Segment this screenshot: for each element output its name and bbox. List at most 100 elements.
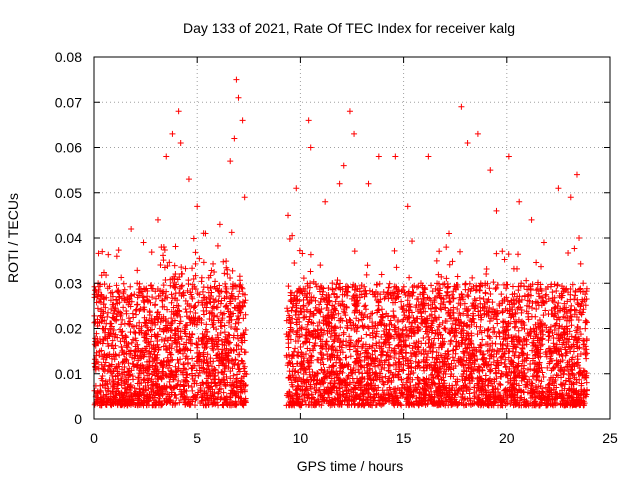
data-point xyxy=(550,299,557,306)
data-point xyxy=(178,264,185,271)
data-point xyxy=(559,387,566,394)
data-point xyxy=(241,299,248,306)
data-point xyxy=(553,287,560,294)
data-point xyxy=(471,319,478,326)
data-point xyxy=(330,347,337,354)
data-point xyxy=(328,330,335,337)
data-point xyxy=(510,369,517,376)
data-point xyxy=(94,305,101,312)
data-point xyxy=(483,307,490,314)
data-point xyxy=(575,362,582,369)
data-point xyxy=(578,300,585,307)
data-point xyxy=(551,294,558,301)
data-point xyxy=(174,325,181,332)
data-point xyxy=(208,340,215,347)
data-point xyxy=(352,342,359,349)
data-point xyxy=(329,286,336,293)
data-point xyxy=(307,374,314,381)
data-point xyxy=(543,291,550,298)
data-point xyxy=(306,366,313,373)
data-point xyxy=(370,377,377,384)
data-point xyxy=(374,297,381,304)
data-point xyxy=(300,302,307,309)
data-point xyxy=(421,286,428,293)
data-point xyxy=(123,310,130,317)
data-point xyxy=(390,401,397,408)
data-point xyxy=(430,374,437,381)
data-point xyxy=(370,358,377,365)
data-point xyxy=(167,351,174,358)
data-point xyxy=(162,276,169,283)
data-point xyxy=(344,402,351,409)
data-point xyxy=(431,394,438,401)
data-point xyxy=(546,332,553,339)
data-point xyxy=(160,282,167,289)
data-point xyxy=(192,249,199,256)
data-point xyxy=(119,328,126,335)
data-point xyxy=(125,341,132,348)
data-point xyxy=(486,285,493,292)
data-point xyxy=(323,397,330,404)
data-point xyxy=(373,342,380,349)
data-point xyxy=(545,381,552,388)
data-point xyxy=(503,327,510,334)
data-point xyxy=(391,335,398,342)
data-point xyxy=(100,356,107,363)
data-point xyxy=(565,250,572,257)
data-point xyxy=(505,368,512,375)
data-point xyxy=(173,383,180,390)
data-point xyxy=(520,350,527,357)
data-point xyxy=(310,320,317,327)
data-point xyxy=(583,296,590,303)
data-point xyxy=(194,344,201,351)
data-point xyxy=(532,398,539,405)
data-point xyxy=(399,327,406,334)
data-point xyxy=(101,295,108,302)
data-point xyxy=(524,292,531,299)
data-point xyxy=(580,337,587,344)
data-point xyxy=(319,394,326,401)
data-point xyxy=(338,344,345,351)
data-point xyxy=(494,386,501,393)
data-point xyxy=(104,309,111,316)
data-point xyxy=(172,363,179,370)
data-point xyxy=(193,367,200,374)
data-point xyxy=(447,306,454,313)
data-point xyxy=(139,388,146,395)
data-point xyxy=(298,331,305,338)
data-point xyxy=(500,394,507,401)
data-point xyxy=(231,325,238,332)
data-point xyxy=(568,313,575,320)
data-point xyxy=(283,352,290,359)
data-point xyxy=(235,360,242,367)
data-point xyxy=(98,306,105,313)
data-point xyxy=(482,303,489,310)
data-point xyxy=(575,301,582,308)
data-point xyxy=(470,351,477,358)
data-point xyxy=(469,274,476,281)
data-point xyxy=(98,272,105,279)
data-point xyxy=(364,324,371,331)
data-point xyxy=(215,298,222,305)
data-point xyxy=(533,287,540,294)
data-point xyxy=(132,335,139,342)
data-point xyxy=(576,365,583,372)
data-point xyxy=(190,275,197,282)
data-point xyxy=(232,401,239,408)
data-point xyxy=(239,334,246,341)
data-point xyxy=(214,304,221,311)
data-point xyxy=(287,297,294,304)
data-point xyxy=(428,282,435,289)
data-point xyxy=(426,336,433,343)
data-point xyxy=(471,395,478,402)
data-point xyxy=(293,302,300,309)
data-point xyxy=(148,318,155,325)
data-point xyxy=(212,278,219,285)
data-point xyxy=(198,274,205,281)
data-point xyxy=(446,261,453,268)
data-point xyxy=(185,277,192,284)
data-point xyxy=(372,293,379,300)
data-point xyxy=(199,337,206,344)
data-point xyxy=(452,350,459,357)
data-point xyxy=(222,383,229,390)
